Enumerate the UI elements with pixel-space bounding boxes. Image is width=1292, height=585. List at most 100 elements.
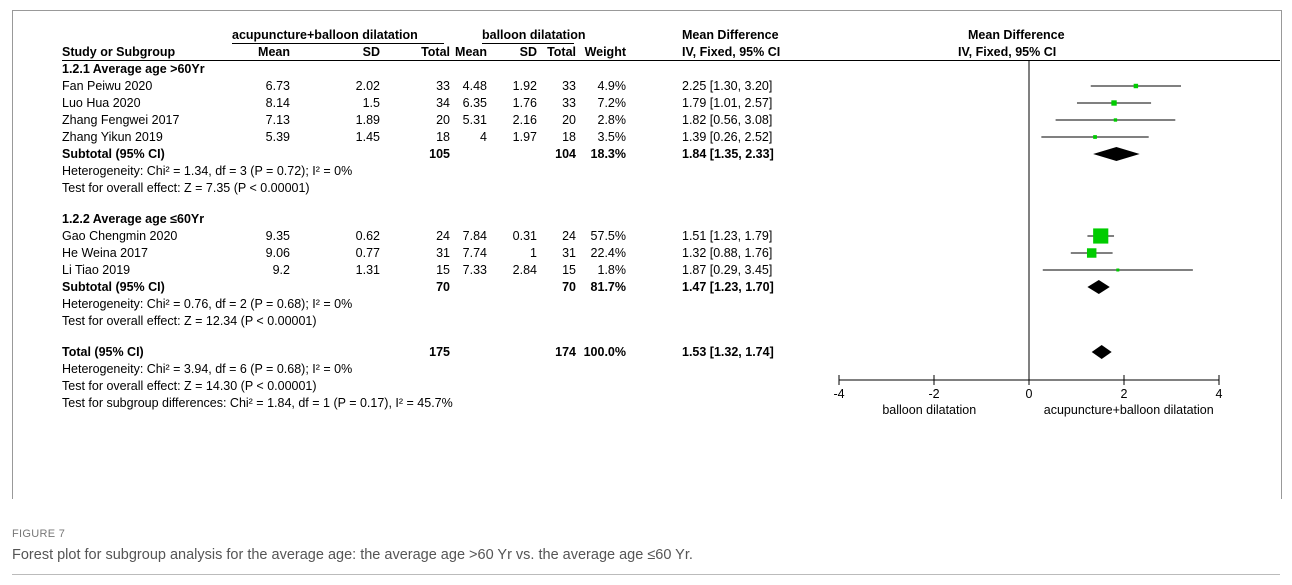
total1-cell: 31	[436, 246, 450, 260]
ci-cell: 1.87 [0.29, 3.45]	[682, 263, 773, 277]
study-marker	[1116, 268, 1120, 272]
weight-cell: 2.8%	[597, 113, 627, 127]
mean2-cell: 4	[480, 130, 487, 144]
subtotal-label: Subtotal (95% CI)	[62, 147, 165, 161]
total2-cell: 24	[562, 229, 576, 243]
total-total1: 175	[429, 345, 450, 359]
mean1-cell: 6.73	[265, 79, 290, 93]
sd1-cell: 1.31	[355, 263, 380, 277]
study-marker	[1086, 248, 1097, 258]
study-header: Study or Subgroup	[62, 45, 176, 59]
weight-cell: 4.9%	[597, 79, 627, 93]
group2-underline	[482, 43, 574, 44]
weight-cell: 57.5%	[590, 229, 626, 243]
figure-label: FIGURE 7	[12, 528, 66, 540]
subtotal-total2: 104	[555, 147, 576, 161]
subgroup2-title: 1.2.2 Average age ≤60Yr	[62, 212, 205, 226]
subtotal-weight: 18.3%	[590, 147, 626, 161]
subtotal-total1: 105	[429, 147, 450, 161]
overall-effect-text: Test for overall effect: Z = 7.35 (P < 0…	[62, 181, 310, 195]
study-marker	[1111, 100, 1117, 106]
total2-cell: 18	[562, 130, 576, 144]
total-ci: 1.53 [1.32, 1.74]	[682, 345, 774, 359]
summary-diamond	[1091, 345, 1112, 359]
sd1-cell: 2.02	[355, 79, 380, 93]
group1-header: acupuncture+balloon dilatation	[232, 28, 418, 42]
sd2-header: SD	[519, 45, 537, 59]
total-overall-effect-text: Test for overall effect: Z = 14.30 (P < …	[62, 379, 317, 393]
subgroup1-title: 1.2.1 Average age >60Yr	[62, 62, 205, 76]
study-marker	[1113, 118, 1118, 122]
mean1-cell: 8.14	[265, 96, 290, 110]
total-label: Total (95% CI)	[62, 345, 144, 359]
study-name: Zhang Yikun 2019	[62, 130, 163, 144]
total2-cell: 20	[562, 113, 576, 127]
study-name: Fan Peiwu 2020	[62, 79, 153, 93]
subtotal-total2: 70	[562, 280, 576, 294]
total-weight: 100.0%	[583, 345, 626, 359]
weight-header: Weight	[584, 45, 626, 59]
study-name: Li Tiao 2019	[62, 263, 131, 277]
mean1-header: Mean	[258, 45, 290, 59]
x-tick-label: 0	[1026, 387, 1033, 401]
sd1-cell: 0.62	[355, 229, 380, 243]
summary-diamond	[1087, 280, 1110, 294]
mean2-cell: 7.33	[462, 263, 487, 277]
mean2-header: Mean	[455, 45, 487, 59]
overall-effect-text: Test for overall effect: Z = 12.34 (P < …	[62, 314, 317, 328]
group1-underline	[232, 43, 444, 44]
summary-diamond	[1093, 147, 1140, 161]
study-marker	[1133, 83, 1139, 89]
sd2-cell: 1.92	[512, 79, 537, 93]
x-tick-label: 2	[1121, 387, 1128, 401]
study-name: He Weina 2017	[62, 246, 148, 260]
total1-header: Total	[421, 45, 450, 59]
subgroup-differences-text: Test for subgroup differences: Chi² = 1.…	[62, 396, 453, 410]
group2-header: balloon dilatation	[482, 28, 586, 42]
study-name: Zhang Fengwei 2017	[62, 113, 180, 127]
x-right-label: acupuncture+balloon dilatation	[1044, 403, 1214, 417]
sd1-cell: 1.89	[355, 113, 380, 127]
ci-cell: 1.51 [1.23, 1.79]	[682, 229, 773, 243]
sd2-cell: 2.16	[512, 113, 537, 127]
ci-plot-header: IV, Fixed, 95% CI	[958, 45, 1057, 59]
mean1-cell: 5.39	[265, 130, 290, 144]
total2-cell: 15	[562, 263, 576, 277]
mean2-cell: 7.84	[462, 229, 487, 243]
total2-header: Total	[547, 45, 576, 59]
ci-cell: 1.79 [1.01, 2.57]	[682, 96, 773, 110]
total2-cell: 33	[562, 96, 576, 110]
study-name: Gao Chengmin 2020	[62, 229, 178, 243]
study-name: Luo Hua 2020	[62, 96, 141, 110]
ci-header: IV, Fixed, 95% CI	[682, 45, 781, 59]
total-total2: 174	[555, 345, 576, 359]
sd2-cell: 0.31	[512, 229, 537, 243]
mean1-cell: 9.2	[272, 263, 290, 277]
x-tick-label: 4	[1216, 387, 1223, 401]
x-tick-label: -4	[833, 387, 844, 401]
sd1-cell: 1.5	[362, 96, 380, 110]
mean1-cell: 9.06	[265, 246, 290, 260]
total2-cell: 33	[562, 79, 576, 93]
sd2-cell: 1.76	[512, 96, 537, 110]
header-rule	[62, 60, 1280, 61]
heterogeneity-text: Heterogeneity: Chi² = 1.34, df = 3 (P = …	[62, 164, 353, 178]
total2-cell: 31	[562, 246, 576, 260]
x-tick-label: -2	[928, 387, 939, 401]
study-marker	[1093, 228, 1109, 244]
mean2-cell: 4.48	[462, 79, 487, 93]
sd2-cell: 1	[530, 246, 537, 260]
sd1-cell: 0.77	[355, 246, 380, 260]
figure-frame	[12, 10, 1282, 499]
study-marker	[1093, 135, 1097, 139]
total1-cell: 15	[436, 263, 450, 277]
subtotal-ci: 1.47 [1.23, 1.70]	[682, 280, 774, 294]
sd1-header: SD	[362, 45, 380, 59]
weight-cell: 22.4%	[590, 246, 626, 260]
ci-cell: 2.25 [1.30, 3.20]	[682, 79, 773, 93]
weight-cell: 3.5%	[597, 130, 627, 144]
x-left-label: balloon dilatation	[882, 403, 976, 417]
heterogeneity-text: Heterogeneity: Chi² = 0.76, df = 2 (P = …	[62, 297, 353, 311]
mean1-cell: 7.13	[265, 113, 290, 127]
subtotal-label: Subtotal (95% CI)	[62, 280, 165, 294]
